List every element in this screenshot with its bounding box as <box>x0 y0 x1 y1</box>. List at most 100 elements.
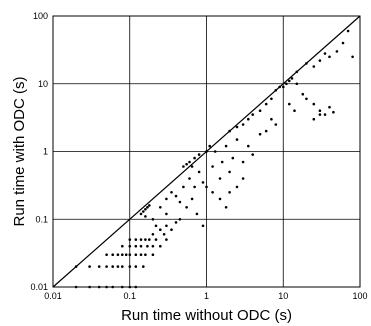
data-point <box>182 185 185 189</box>
data-point <box>295 70 299 74</box>
data-point <box>346 29 350 33</box>
data-point <box>312 65 316 68</box>
data-point <box>159 228 162 231</box>
data-point <box>235 185 239 189</box>
data-points <box>74 29 354 289</box>
data-point <box>218 177 222 180</box>
data-point <box>148 204 151 207</box>
data-point <box>274 89 278 92</box>
data-point <box>74 265 78 268</box>
data-point <box>290 77 294 80</box>
data-point <box>165 197 168 201</box>
plot-frame <box>52 15 361 288</box>
data-point <box>121 253 124 256</box>
data-point <box>241 160 245 164</box>
data-point <box>224 144 228 148</box>
data-point <box>178 200 182 204</box>
data-point <box>211 165 214 168</box>
data-point <box>201 224 205 228</box>
data-point <box>318 59 322 62</box>
x-tick-label: 0.1 <box>123 291 136 301</box>
data-point <box>270 97 273 101</box>
data-point <box>264 129 268 133</box>
x-tick-label: 1 <box>204 291 209 301</box>
data-point <box>318 109 322 112</box>
data-point <box>247 144 250 148</box>
data-point <box>185 162 188 166</box>
data-point <box>144 238 147 241</box>
data-point <box>142 265 145 268</box>
data-point <box>174 194 178 198</box>
data-point <box>332 110 335 114</box>
data-point <box>195 212 199 216</box>
data-point <box>301 92 305 96</box>
data-point <box>197 170 201 174</box>
data-point <box>128 244 132 248</box>
data-point <box>235 125 239 129</box>
data-point <box>88 265 91 268</box>
data-point <box>241 177 245 180</box>
data-point <box>128 238 132 241</box>
y-tick-label: 0.1 <box>35 214 48 224</box>
data-point <box>105 265 108 268</box>
data-point <box>318 113 322 116</box>
data-point <box>205 150 208 153</box>
data-point <box>312 102 316 106</box>
data-point <box>97 285 101 289</box>
data-point <box>74 285 78 289</box>
data-point <box>151 233 155 236</box>
x-tick-labels: 0.01 0.1 1 10 100 <box>44 291 367 301</box>
data-point <box>323 113 327 116</box>
data-point <box>282 85 285 89</box>
data-point <box>174 221 178 224</box>
data-point <box>251 113 254 116</box>
data-point <box>258 132 262 136</box>
data-point <box>288 102 291 106</box>
data-point <box>139 238 143 241</box>
data-point <box>97 265 101 268</box>
data-point <box>323 52 327 55</box>
data-point <box>288 79 291 83</box>
data-point <box>128 265 132 268</box>
data-point <box>274 123 278 126</box>
x-tick-label: 0.01 <box>44 291 62 301</box>
data-point <box>190 165 194 168</box>
data-point <box>328 105 331 109</box>
data-point <box>116 253 120 256</box>
y-tick-label: 1 <box>43 147 48 157</box>
data-point <box>264 102 268 106</box>
data-point <box>134 238 138 241</box>
data-point <box>228 170 231 174</box>
data-point <box>159 206 162 209</box>
data-point <box>312 117 316 121</box>
data-point <box>193 185 196 189</box>
y-tick-labels: 0.01 0.1 1 10 100 <box>30 11 48 292</box>
y-axis-title: Run time with ODC (s) <box>11 76 28 226</box>
data-point <box>270 117 273 121</box>
data-point <box>144 208 147 211</box>
data-point <box>182 165 185 168</box>
data-point <box>241 123 245 126</box>
data-point <box>211 191 214 194</box>
data-point <box>111 285 114 289</box>
data-point <box>278 85 282 89</box>
data-point <box>213 150 217 153</box>
data-point <box>134 244 138 248</box>
data-point <box>205 185 208 189</box>
data-point <box>111 253 114 256</box>
data-point <box>134 285 138 289</box>
data-point <box>235 138 239 141</box>
data-point <box>224 206 228 209</box>
data-point <box>146 206 149 209</box>
data-point <box>185 206 188 209</box>
data-point <box>170 191 173 194</box>
data-point <box>295 82 299 86</box>
data-point <box>341 41 345 45</box>
data-point <box>328 55 331 59</box>
data-point <box>228 129 231 133</box>
data-point <box>139 212 143 216</box>
data-point <box>170 228 173 231</box>
data-point <box>121 265 124 268</box>
x-axis-title: Run time without ODC (s) <box>121 307 292 324</box>
